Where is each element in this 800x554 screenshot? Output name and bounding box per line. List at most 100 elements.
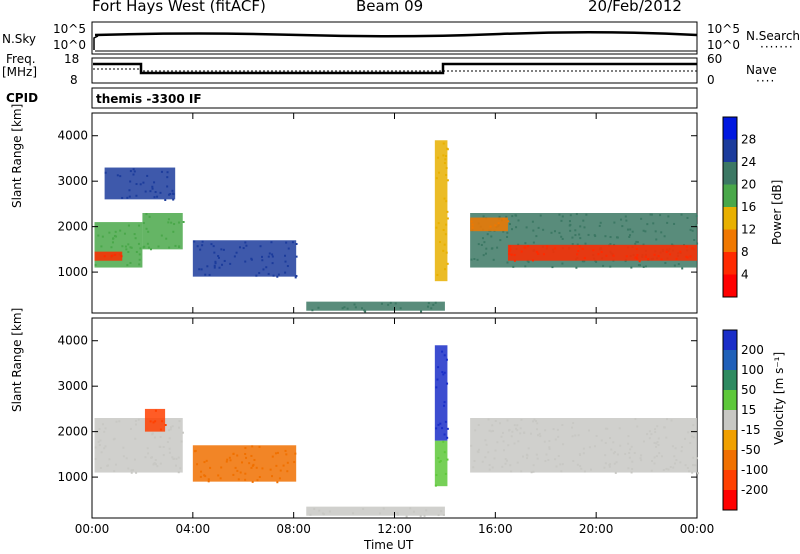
scatter-point <box>285 453 288 456</box>
scatter-point <box>695 457 698 460</box>
scatter-point <box>437 366 440 369</box>
scatter-point <box>160 170 163 173</box>
scatter-point <box>180 440 183 443</box>
scatter-point <box>583 470 586 473</box>
scatter-point <box>122 446 125 449</box>
scatter-point <box>172 198 175 201</box>
scatter-point <box>150 248 153 251</box>
scatter-point <box>660 258 663 261</box>
scatter-point <box>529 432 532 435</box>
scatter-point <box>110 254 113 257</box>
scatter-point <box>276 481 279 484</box>
scatter-point <box>561 215 564 218</box>
y-tick-label: 4000 <box>57 129 88 143</box>
scatter-point <box>494 419 497 422</box>
scatter-point <box>583 257 586 260</box>
scatter-point <box>134 423 137 426</box>
scatter-point <box>472 466 475 469</box>
colorbar-frame <box>722 116 738 298</box>
scatter-point <box>631 230 634 233</box>
scatter-point <box>250 454 253 457</box>
scatter-point <box>654 230 657 233</box>
scatter-point <box>544 460 547 463</box>
scatter-point <box>412 510 415 513</box>
scatter-point <box>259 245 262 248</box>
scatter-point <box>128 189 131 192</box>
scatter-point <box>507 220 510 223</box>
scatter-point <box>436 273 439 276</box>
scatter-point <box>553 230 556 233</box>
scatter-point <box>571 426 574 429</box>
scatter-point <box>251 464 254 467</box>
scatter-point <box>438 460 441 463</box>
scatter-point <box>147 246 150 249</box>
scatter-point <box>129 246 132 249</box>
scatter-point <box>635 256 638 259</box>
scatter-point <box>439 422 442 425</box>
scatter-point <box>354 306 357 309</box>
scatter-point <box>442 228 445 231</box>
scatter-point <box>471 223 474 226</box>
scatter-point <box>669 466 672 469</box>
scatter-point <box>524 242 527 245</box>
scatter-point <box>512 265 515 268</box>
scatter-point <box>628 451 631 454</box>
scatter-point <box>213 264 216 267</box>
scatter-point <box>532 464 535 467</box>
scatter-region <box>470 418 697 473</box>
scatter-point <box>261 467 264 470</box>
scatter-point <box>361 307 364 310</box>
scatter-point <box>474 429 477 432</box>
scatter-point <box>484 439 487 442</box>
scatter-point <box>600 250 603 253</box>
scatter-point <box>271 255 274 258</box>
scatter-point <box>576 253 579 256</box>
scatter-point <box>444 155 447 158</box>
scatter-point <box>535 235 538 238</box>
colorbar-cell <box>723 410 737 430</box>
scatter-point <box>286 470 289 473</box>
scatter-point <box>665 436 668 439</box>
scatter-point <box>274 452 277 455</box>
scatter-point <box>100 451 103 454</box>
scatter-point <box>628 235 631 238</box>
scatter-point <box>328 510 331 513</box>
scatter-point <box>527 245 530 248</box>
scatter-point <box>672 466 675 469</box>
scatter-point <box>101 423 104 426</box>
scatter-point <box>484 252 487 255</box>
scatter-point <box>152 421 155 424</box>
scatter-point <box>635 248 638 251</box>
freq-trace <box>93 62 697 75</box>
scatter-point <box>446 148 449 151</box>
scatter-point <box>147 230 150 233</box>
scatter-point <box>695 224 698 227</box>
scatter-point <box>579 225 582 228</box>
scatter-point <box>526 457 529 460</box>
scatter-point <box>217 474 220 477</box>
scatter-point <box>627 435 630 438</box>
scatter-point <box>616 453 619 456</box>
scatter-point <box>530 471 533 474</box>
scatter-point <box>568 220 571 223</box>
scatter-point <box>210 243 213 246</box>
scatter-point <box>138 258 141 261</box>
scatter-point <box>654 428 657 431</box>
scatter-point <box>396 513 399 516</box>
scatter-region <box>94 222 143 268</box>
power-panel: 1000 2000 3000 4000 <box>57 112 699 314</box>
scatter-point <box>653 253 656 256</box>
nsky-tick-low: 10^0 <box>53 38 86 52</box>
scatter-point <box>574 234 577 237</box>
velocity-colorbar: 200 100 50 15 -15 -50 -100 -200 <box>722 329 768 511</box>
scatter-point <box>693 238 696 241</box>
scatter-point <box>206 265 209 268</box>
scatter-point <box>516 429 519 432</box>
scatter-point <box>130 471 133 474</box>
scatter-point <box>443 243 446 246</box>
scatter-point <box>287 247 290 250</box>
colorbar-tick-label: 12 <box>741 223 756 237</box>
scatter-point <box>437 514 440 517</box>
scatter-point <box>251 445 254 448</box>
scatter-point <box>523 431 526 434</box>
